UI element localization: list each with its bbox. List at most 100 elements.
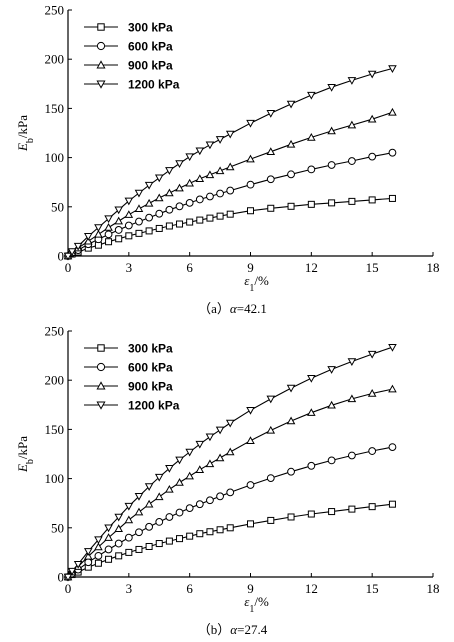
data-point bbox=[175, 508, 184, 517]
data-point bbox=[287, 467, 295, 476]
data-point bbox=[144, 499, 154, 508]
data-point bbox=[367, 70, 377, 79]
data-point bbox=[94, 559, 102, 567]
data-point bbox=[165, 484, 174, 493]
data-point bbox=[388, 148, 397, 157]
data-point bbox=[266, 147, 276, 155]
y-tick-label: 200 bbox=[45, 373, 65, 388]
data-point bbox=[347, 394, 357, 403]
data-point bbox=[348, 505, 356, 513]
x-tick-label: 6 bbox=[186, 581, 193, 596]
data-point bbox=[135, 217, 143, 226]
data-point bbox=[94, 542, 103, 551]
data-point bbox=[135, 545, 143, 553]
data-point bbox=[307, 165, 316, 174]
data-point bbox=[105, 555, 113, 563]
data-point bbox=[185, 448, 194, 457]
data-point bbox=[216, 526, 224, 534]
data-point bbox=[388, 443, 397, 452]
data-point bbox=[94, 229, 103, 238]
data-point bbox=[215, 453, 225, 462]
data-point bbox=[266, 425, 276, 434]
data-point bbox=[186, 532, 194, 540]
legend-label: 300 kPa bbox=[128, 21, 173, 35]
y-tick-label: 250 bbox=[45, 3, 65, 18]
y-tick-label: 250 bbox=[45, 324, 65, 339]
data-point bbox=[327, 366, 336, 374]
data-point bbox=[226, 524, 234, 532]
data-point bbox=[125, 232, 133, 240]
data-point bbox=[104, 215, 113, 224]
y-tick-label: 0 bbox=[58, 249, 65, 264]
data-point bbox=[195, 440, 205, 449]
chart-panel-b: 0 3 6 9 12 15 18 0 50 100 150 200 250 300 kPa 600 kPa 9… bbox=[0, 321, 454, 642]
legend-label: 300 kPa bbox=[128, 342, 173, 356]
data-point bbox=[226, 186, 235, 195]
data-point bbox=[196, 530, 204, 538]
data-point bbox=[124, 221, 133, 230]
data-point bbox=[124, 197, 134, 206]
data-point bbox=[134, 507, 144, 516]
data-point bbox=[206, 528, 214, 536]
data-point bbox=[367, 350, 377, 359]
data-point bbox=[327, 161, 336, 169]
x-axis-title: ε1/% bbox=[244, 273, 269, 294]
data-point bbox=[165, 537, 173, 545]
data-point bbox=[206, 496, 214, 505]
data-point bbox=[186, 218, 194, 226]
series-1200-kpa bbox=[63, 343, 397, 582]
data-point bbox=[114, 539, 123, 548]
x-tick-label: 0 bbox=[65, 581, 72, 596]
data-point bbox=[67, 248, 77, 257]
data-point bbox=[205, 459, 215, 468]
legend-marker bbox=[96, 381, 106, 390]
legend: 300 kPa 600 kPa 900 kPa 1200 kPa bbox=[84, 342, 180, 413]
data-point bbox=[195, 174, 205, 183]
data-point bbox=[73, 242, 83, 251]
data-point bbox=[155, 517, 164, 526]
chart-panel-a: 0 3 6 9 12 15 18 0 50 100 150 200 250 300 kPa 600 kPa 9… bbox=[15, 3, 440, 317]
data-point bbox=[266, 175, 275, 184]
data-point bbox=[134, 189, 144, 198]
data-point bbox=[124, 515, 134, 524]
data-point bbox=[307, 408, 316, 416]
data-point bbox=[286, 384, 296, 393]
data-point bbox=[115, 235, 123, 243]
data-point bbox=[114, 216, 123, 225]
data-point bbox=[368, 503, 376, 511]
data-point bbox=[145, 227, 153, 235]
data-point bbox=[195, 195, 204, 204]
data-point bbox=[327, 126, 336, 135]
data-point bbox=[205, 433, 215, 442]
y-axis-title: Eb/kPa bbox=[15, 115, 36, 152]
data-point bbox=[83, 551, 93, 560]
data-point bbox=[144, 198, 154, 207]
legend: 300 kPa 600 kPa 900 kPa 1200 kPa bbox=[84, 21, 180, 92]
legend-marker bbox=[96, 41, 106, 51]
series-300-kpa bbox=[64, 194, 396, 260]
data-point bbox=[104, 230, 113, 239]
data-point bbox=[286, 416, 296, 425]
data-point bbox=[225, 130, 235, 139]
data-point bbox=[104, 524, 113, 533]
data-point bbox=[185, 153, 194, 162]
x-tick-label: 6 bbox=[186, 260, 193, 275]
data-point bbox=[185, 504, 194, 513]
data-point bbox=[246, 154, 255, 163]
x-tick-label: 3 bbox=[126, 581, 133, 596]
data-point bbox=[104, 222, 113, 231]
data-point bbox=[94, 224, 103, 232]
data-point bbox=[185, 471, 194, 480]
data-point bbox=[368, 447, 377, 455]
data-point bbox=[134, 493, 144, 501]
data-point bbox=[225, 419, 235, 428]
data-point bbox=[205, 170, 215, 179]
data-point bbox=[134, 204, 144, 213]
data-point bbox=[367, 114, 377, 123]
data-point bbox=[328, 508, 336, 516]
data-point bbox=[155, 209, 164, 218]
data-point bbox=[225, 162, 235, 171]
data-point bbox=[368, 152, 377, 161]
data-point bbox=[67, 567, 77, 576]
data-point bbox=[175, 160, 184, 168]
